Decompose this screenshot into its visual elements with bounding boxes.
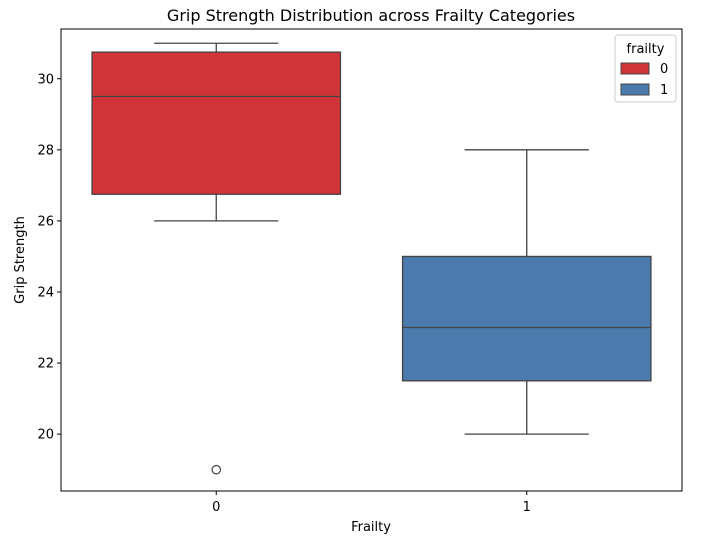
y-tick-label: 30 (37, 72, 54, 87)
legend-swatch-0 (620, 62, 650, 75)
plot-frame (60, 28, 683, 492)
y-tick-label: 20 (37, 428, 54, 443)
legend-label-0: 0 (660, 62, 668, 77)
y-tick-label: 24 (37, 285, 54, 300)
y-tick-label: 26 (37, 214, 54, 229)
y-axis-label: Grip Strength (13, 216, 28, 304)
legend-title: frailty (627, 42, 665, 57)
x-tick-label: 0 (212, 500, 220, 515)
box-group-0 (91, 42, 342, 475)
y-tick-label: 28 (37, 143, 54, 158)
boxes-group (91, 42, 652, 475)
axes-group: 20 22 24 26 28 30 0 1 (37, 28, 683, 515)
box-group-1 (401, 149, 652, 435)
legend-label-1: 1 (660, 83, 668, 98)
outlier-point (211, 464, 222, 475)
box-iqr (401, 255, 652, 382)
y-tick-label: 22 (37, 357, 54, 372)
x-tick-label: 1 (523, 500, 531, 515)
legend-swatch-1 (620, 83, 650, 96)
chart-title: Grip Strength Distribution across Frailt… (167, 6, 575, 25)
box-iqr (91, 51, 342, 195)
x-axis-label: Frailty (351, 520, 391, 535)
legend: frailty 0 1 (614, 34, 677, 103)
